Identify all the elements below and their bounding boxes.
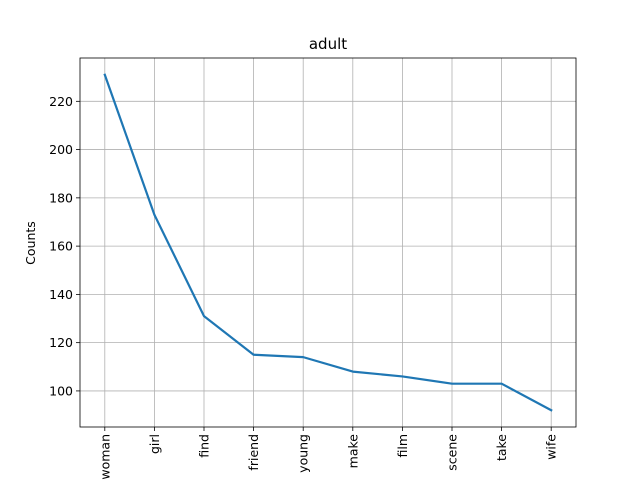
y-axis-label: Counts — [23, 221, 38, 265]
plot-frame — [79, 57, 577, 428]
chart-title: adult — [309, 35, 347, 53]
y-tick-label: 160 — [49, 239, 73, 254]
x-tick-label: scene — [445, 434, 460, 471]
ticks: woman girl find friend young make film scene tak… — [49, 94, 559, 480]
grid — [80, 58, 576, 427]
series-line — [103, 73, 553, 412]
x-tick-label: friend — [246, 434, 261, 471]
y-tick-label: 200 — [49, 142, 73, 157]
x-tick-label: film — [395, 434, 410, 458]
x-tick-label: find — [197, 434, 212, 458]
y-tick-label: 220 — [49, 94, 73, 109]
x-tick-label: take — [494, 434, 509, 461]
x-tick-label: girl — [147, 434, 162, 454]
x-tick-label: wife — [544, 434, 559, 460]
x-tick-label: make — [345, 434, 360, 469]
x-tick-label: young — [296, 434, 311, 473]
y-tick-label: 180 — [49, 190, 73, 205]
y-tick-label: 100 — [49, 383, 73, 398]
x-tick-label: woman — [97, 434, 112, 480]
series-layer — [103, 73, 553, 412]
y-tick-label: 140 — [49, 287, 73, 302]
y-tick-label: 120 — [49, 335, 73, 350]
